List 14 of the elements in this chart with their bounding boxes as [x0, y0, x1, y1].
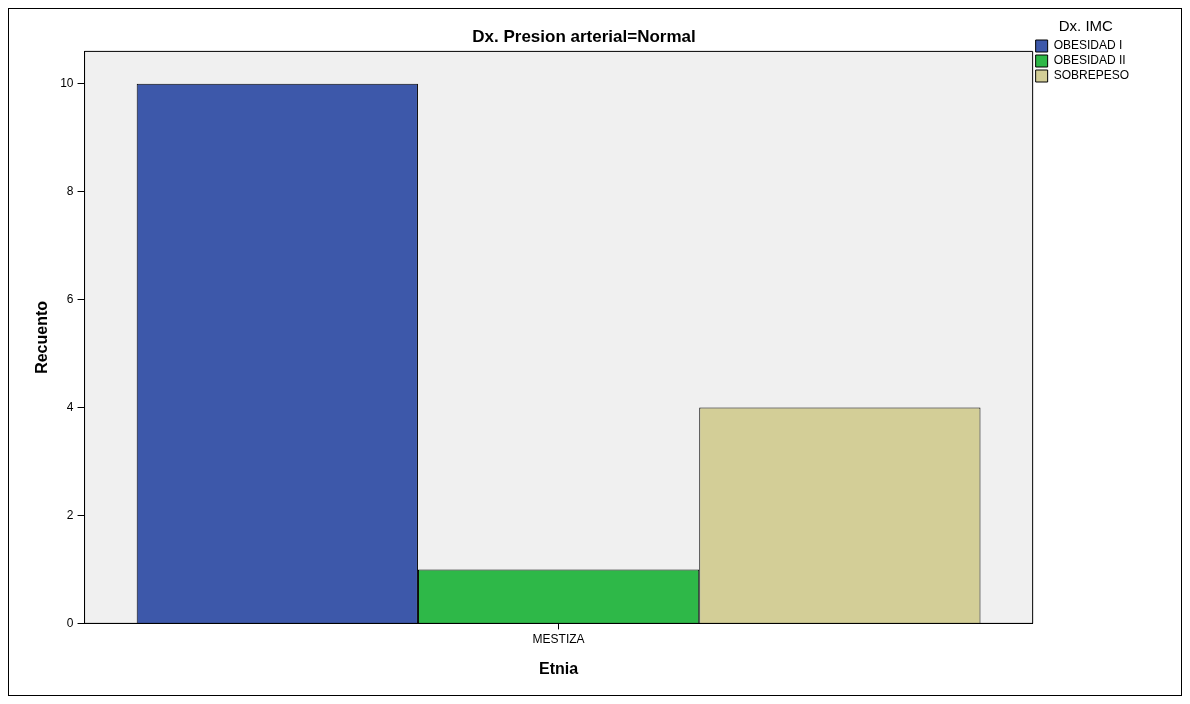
x-tick-label: MESTIZA [532, 631, 585, 646]
y-tick-label: 8 [66, 184, 74, 199]
y-tick-label: 2 [66, 507, 74, 522]
x-axis-title: Etnia [539, 659, 579, 677]
y-tick-label: 4 [66, 399, 74, 414]
legend-label: OBESIDAD II [1053, 53, 1126, 68]
legend-label: OBESIDAD I [1053, 38, 1123, 53]
y-tick-label: 10 [60, 76, 74, 91]
legend-title: Dx. IMC [1058, 16, 1114, 34]
y-tick-label: 0 [66, 615, 74, 630]
legend-label: SOBREPESO [1053, 68, 1129, 83]
chart-title: Dx. Presion arterial=Normal [472, 26, 696, 46]
y-axis-title: Recuento [33, 300, 51, 374]
y-tick-label: 6 [66, 291, 74, 306]
